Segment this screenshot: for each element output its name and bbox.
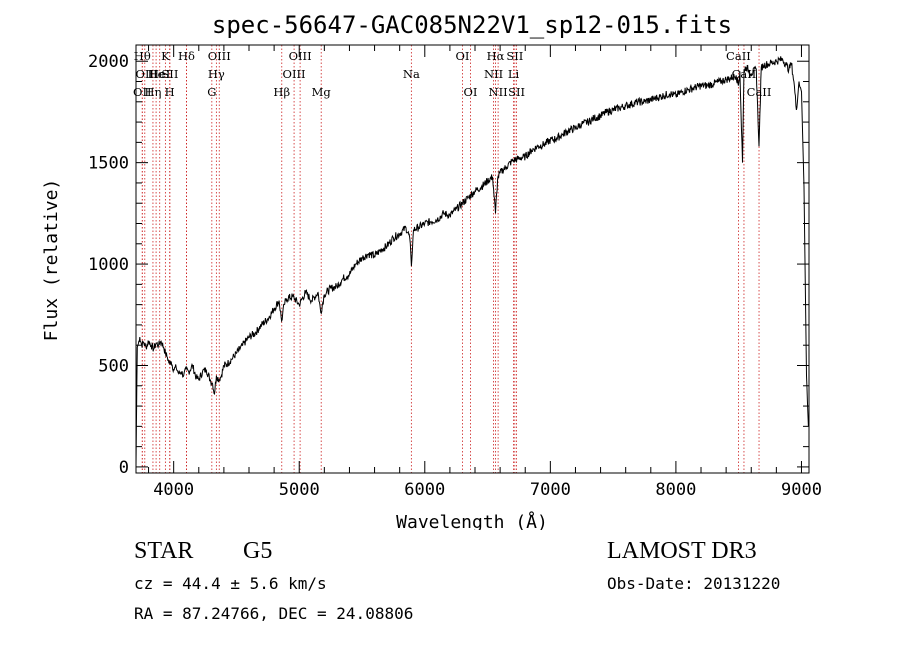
line-label: G [207,85,216,99]
line-label: Hβ [273,85,290,99]
x-tick-label: 7000 [530,480,571,500]
x-tick-label: 8000 [655,480,696,500]
spectral-line-markers [141,45,760,473]
x-axis-ticks: 4000 5000 6000 7000 8000 9000 [148,45,822,500]
survey-name: LAMOST DR3 [607,538,757,564]
y-axis-ticks: 0 500 1000 1500 2000 [88,52,809,478]
line-label: Hα [487,49,505,63]
x-axis-label: Wavelength (Å) [396,511,548,530]
line-label: Hγ [208,67,225,81]
spectrum-series [135,56,809,467]
x-tick-label: 9000 [781,480,822,500]
y-tick-label: 500 [98,356,129,376]
spectral-line-labels: HθOIIOIIHηHeHeIKHSIIHδGHγOIIIHβOIIIOIIIM… [133,49,771,99]
y-tick-label: 2000 [88,52,129,72]
object-class: STAR [134,538,194,564]
spectrum-chart: spec-56647-GAC085N22V1_sp12-015.fits Hθ O… [41,11,822,530]
x-tick-label: 6000 [404,480,445,500]
line-label: NII [484,67,503,81]
line-label: OIII [208,49,231,63]
line-label: OII [136,67,155,81]
y-tick-label: 1000 [88,255,129,275]
line-label: H [165,85,175,99]
chart-title: spec-56647-GAC085N22V1_sp12-015.fits [212,11,732,39]
line-label: OIII [283,67,306,81]
line-label: SII [508,85,525,99]
line-label: K [161,49,170,63]
line-label: OII [133,85,152,99]
observation-date: Obs-Date: 20131220 [607,574,781,593]
line-label: SII [506,49,523,63]
redshift-cz: cz = 44.4 ± 5.6 km/s [134,574,327,593]
y-tick-label: 1500 [88,154,129,174]
y-axis-label: Flux (relative) [41,179,62,342]
line-label: Hδ [178,49,195,63]
line-label: OI [463,85,477,99]
line-label: SII [161,67,178,81]
line-label: OI [455,49,469,63]
line-label: Hθ [134,49,151,63]
line-label: Na [403,67,420,81]
y-tick-label: 0 [119,458,129,478]
line-label: OIII [289,49,312,63]
ra-dec-coordinates: RA = 87.24766, DEC = 24.08806 [134,604,414,623]
line-label: NII [489,85,508,99]
object-subclass: G5 [243,538,273,564]
line-label: Mg [312,85,332,99]
line-label: HeI [149,67,170,81]
plot-frame [135,44,810,474]
x-tick-label: 5000 [279,480,320,500]
line-label: Hη [144,85,161,99]
line-label: Li [508,67,520,81]
x-tick-label: 4000 [153,480,194,500]
line-label: CaII [747,85,772,99]
line-label: CaII [726,49,751,63]
line-label: He [148,67,165,81]
